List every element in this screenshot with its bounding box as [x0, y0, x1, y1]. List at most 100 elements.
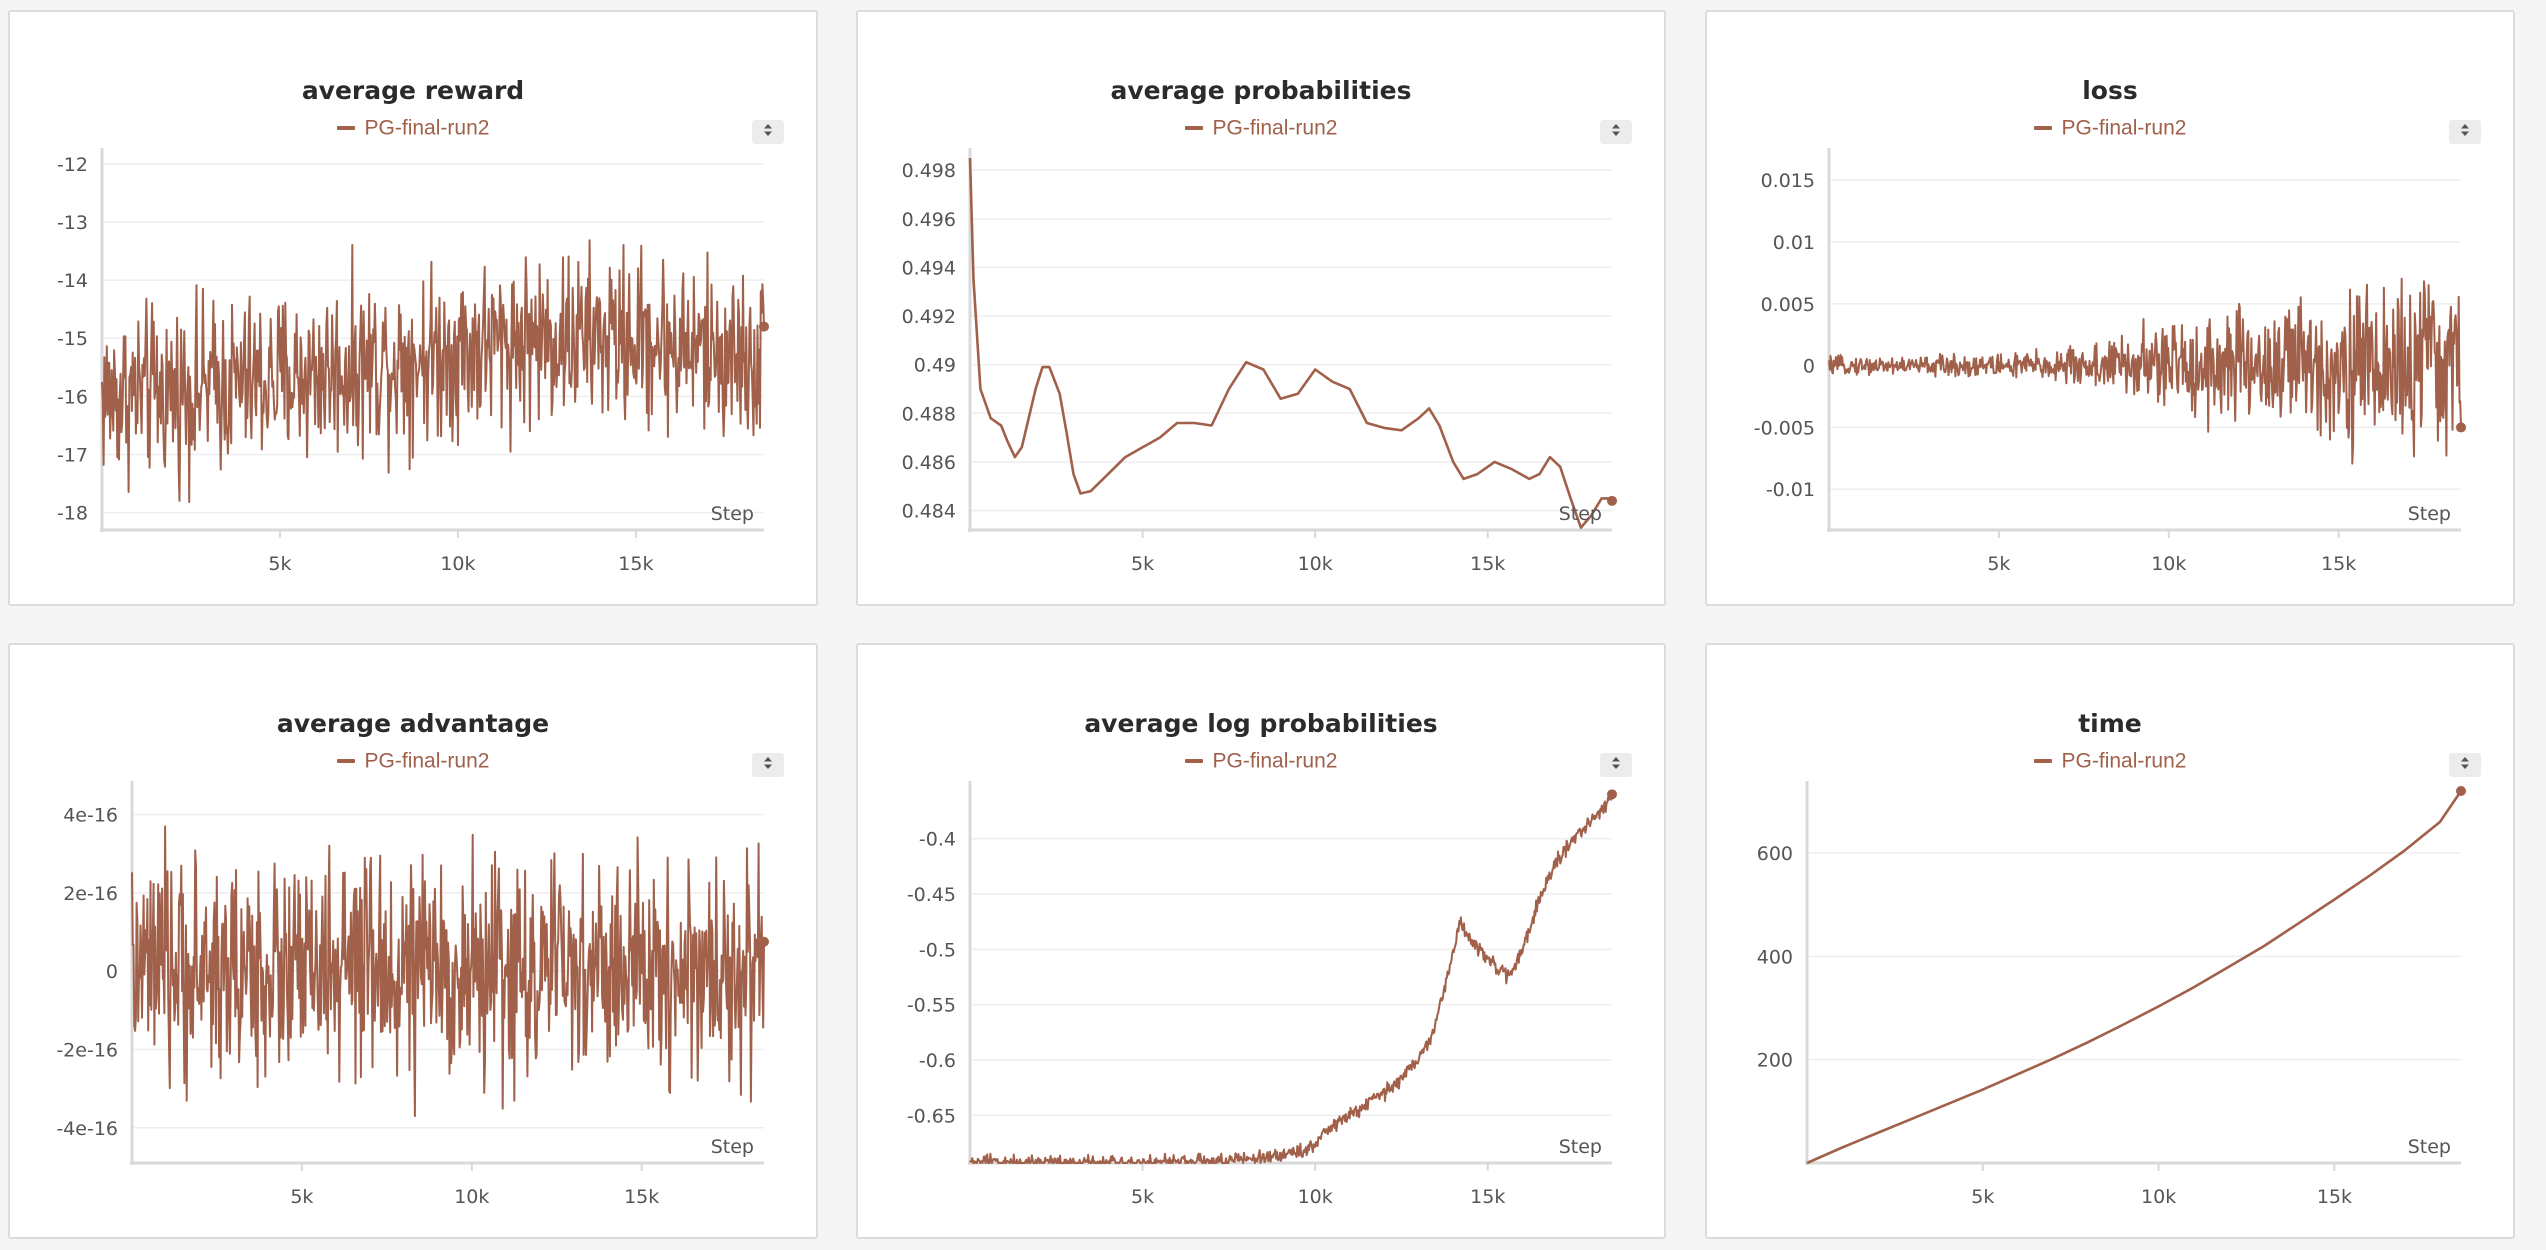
- plot-area: -4e-16 -2e-16 0 2e-16 4e-16 5k 10k 15k Step: [56, 781, 769, 1208]
- chart-panel-time[interactable]: time PG-final-run2 200 400 600 5k 10k 15k Step: [1705, 643, 2515, 1239]
- y-tick-label: -15: [57, 328, 88, 350]
- chart-legend: PG-final-run2: [10, 116, 816, 140]
- plot-area: -0.01 -0.005 0 0.005 0.01 0.015 5k 10k 15k Step: [1754, 148, 2466, 575]
- legend-swatch: [336, 759, 355, 764]
- y-tick-label: 0.492: [902, 306, 956, 328]
- x-tick-label: 15k: [1470, 1186, 1505, 1208]
- sort-arrows-icon: [761, 756, 775, 775]
- x-axis-label: Step: [1559, 503, 1602, 525]
- legend-swatch: [336, 126, 355, 131]
- sort-arrows-icon: [761, 123, 775, 142]
- x-tick-label: 10k: [454, 1186, 489, 1208]
- series-line: [101, 239, 765, 503]
- y-tick-label: 0.49: [914, 355, 956, 377]
- y-tick-label: 600: [1757, 843, 1793, 865]
- chart-panel-average-log-probabilities[interactable]: average log probabilities PG-final-run2 …: [856, 643, 1666, 1239]
- series-line: [1806, 790, 2463, 1165]
- series-endpoint: [1607, 789, 1617, 800]
- series-line: [1828, 277, 2462, 465]
- y-tick-label: -2e-16: [56, 1039, 118, 1061]
- legend-swatch: [1184, 759, 1203, 764]
- y-tick-label: -0.4: [919, 829, 956, 851]
- y-tick-label: -12: [57, 154, 88, 176]
- legend-swatch: [2033, 759, 2052, 764]
- x-tick-label: 5k: [1131, 553, 1154, 575]
- y-tick-label: -0.5: [919, 939, 956, 961]
- series-endpoint: [759, 936, 769, 947]
- legend-label: PG-final-run2: [2061, 749, 2187, 773]
- y-tick-label: -18: [57, 503, 88, 525]
- legend-label: PG-final-run2: [2061, 116, 2187, 140]
- chart-panel-loss[interactable]: loss PG-final-run2 -0.01 -0.005 0 0.005 0.01…: [1705, 10, 2515, 606]
- y-tick-label: 0.015: [1761, 170, 1815, 192]
- legend-label: PG-final-run2: [364, 749, 490, 773]
- legend-sort-button[interactable]: [2449, 753, 2481, 777]
- legend-sort-button[interactable]: [2449, 120, 2481, 144]
- x-tick-label: 5k: [1131, 1186, 1154, 1208]
- y-tick-label: 200: [1757, 1050, 1793, 1072]
- y-tick-label: 2e-16: [63, 883, 118, 905]
- chart-legend: PG-final-run2: [858, 749, 1664, 773]
- x-axis-label: Step: [711, 1136, 754, 1158]
- y-tick-label: 0.498: [902, 160, 956, 182]
- series-line: [968, 157, 1612, 529]
- x-tick-label: 10k: [1298, 553, 1333, 575]
- chart-legend: PG-final-run2: [1707, 749, 2513, 773]
- y-tick-label: 4e-16: [63, 804, 118, 826]
- series-endpoint: [1607, 495, 1617, 506]
- chart-legend: PG-final-run2: [1707, 116, 2513, 140]
- y-tick-label: 0: [106, 961, 118, 983]
- chart-panel-average-advantage[interactable]: average advantage PG-final-run2 -4e-16 -2…: [8, 643, 818, 1239]
- y-tick-label: 0.01: [1773, 232, 1815, 254]
- y-tick-label: 0.488: [902, 403, 956, 425]
- legend-sort-button[interactable]: [752, 120, 784, 144]
- plot-area: -0.65 -0.6 -0.55 -0.5 -0.45 -0.4 5k 10k 15k Step: [907, 781, 1617, 1208]
- chart-title: time: [2078, 709, 2142, 738]
- chart-panel-average-reward[interactable]: average reward PG-final-run2 -18 -17 -16 -1…: [8, 10, 818, 606]
- x-axis-label: Step: [711, 503, 754, 525]
- legend-swatch: [1184, 126, 1203, 131]
- plot-area: -18 -17 -16 -15 -14 -13 -12 5k 10k 15k Step: [57, 148, 769, 575]
- y-tick-label: -0.01: [1766, 479, 1815, 501]
- x-tick-label: 15k: [2317, 1186, 2352, 1208]
- series-endpoint: [2456, 422, 2466, 433]
- x-tick-label: 10k: [2151, 553, 2186, 575]
- x-tick-label: 5k: [1987, 553, 2010, 575]
- y-tick-label: 0.494: [902, 257, 956, 279]
- chart-title: loss: [2082, 76, 2138, 105]
- plot-area: 0.484 0.486 0.488 0.49 0.492 0.494 0.496 0.498 5…: [902, 148, 1617, 575]
- x-tick-label: 15k: [618, 553, 653, 575]
- chart-title: average advantage: [276, 709, 550, 738]
- x-tick-label: 10k: [2141, 1186, 2176, 1208]
- legend-sort-button[interactable]: [1600, 120, 1632, 144]
- y-tick-label: -16: [57, 386, 88, 408]
- legend-label: PG-final-run2: [1212, 749, 1338, 773]
- x-axis-label: Step: [2408, 503, 2451, 525]
- sort-arrows-icon: [2458, 123, 2472, 142]
- y-tick-label: -0.6: [919, 1050, 956, 1072]
- chart-title: average reward: [301, 76, 525, 105]
- y-tick-label: 0.484: [902, 501, 956, 523]
- x-tick-label: 15k: [1470, 553, 1505, 575]
- y-tick-label: 0.005: [1761, 294, 1815, 316]
- series-endpoint: [759, 321, 769, 332]
- y-tick-label: -4e-16: [56, 1118, 118, 1140]
- y-tick-label: 0.496: [902, 209, 956, 231]
- sort-arrows-icon: [1609, 756, 1623, 775]
- chart-title: average log probabilities: [1084, 709, 1438, 738]
- plot-area: 200 400 600 5k 10k 15k Step: [1757, 781, 2466, 1208]
- chart-panel-average-probabilities[interactable]: average probabilities PG-final-run2 0.48…: [856, 10, 1666, 606]
- legend-label: PG-final-run2: [1212, 116, 1338, 140]
- y-tick-label: -0.55: [907, 995, 956, 1017]
- legend-sort-button[interactable]: [752, 753, 784, 777]
- legend-sort-button[interactable]: [1600, 753, 1632, 777]
- series-endpoint: [2456, 786, 2466, 796]
- legend-label: PG-final-run2: [364, 116, 490, 140]
- x-tick-label: 5k: [1971, 1186, 1994, 1208]
- legend-swatch: [2033, 126, 2052, 131]
- y-tick-label: -13: [57, 212, 88, 234]
- y-tick-label: 400: [1757, 946, 1793, 968]
- x-tick-label: 5k: [290, 1186, 313, 1208]
- chart-legend: PG-final-run2: [858, 116, 1664, 140]
